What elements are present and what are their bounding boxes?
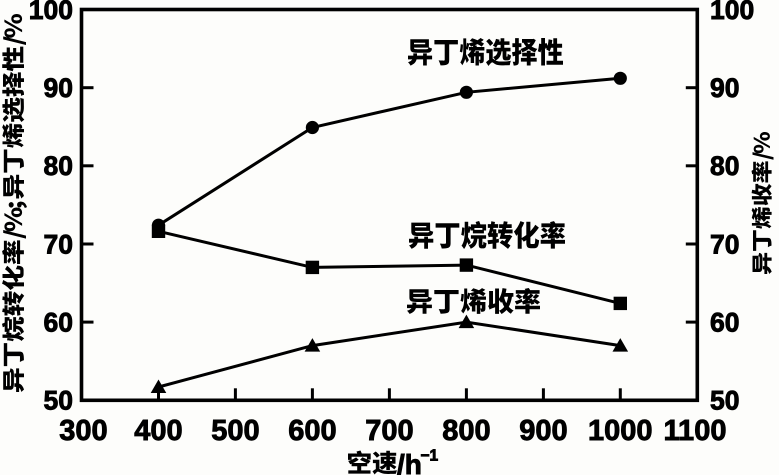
svg-text:100: 100 [29, 0, 73, 25]
svg-text:60: 60 [710, 307, 739, 337]
svg-text:500: 500 [211, 415, 259, 447]
svg-text:900: 900 [519, 415, 567, 447]
svg-text:90: 90 [710, 73, 739, 103]
svg-text:300: 300 [59, 415, 107, 447]
svg-text:70: 70 [44, 229, 73, 259]
svg-text:700: 700 [365, 415, 413, 447]
svg-text:50: 50 [44, 386, 73, 416]
svg-text:50: 50 [710, 386, 739, 416]
svg-text:−1: −1 [421, 448, 439, 465]
svg-text:60: 60 [44, 307, 73, 337]
svg-text:/h: /h [397, 449, 422, 475]
svg-text:70: 70 [710, 229, 739, 259]
svg-text:800: 800 [442, 415, 490, 447]
svg-text:400: 400 [134, 415, 182, 447]
svg-text:1000: 1000 [588, 415, 653, 447]
svg-text:1100: 1100 [664, 415, 727, 447]
svg-text:80: 80 [44, 151, 73, 181]
svg-text:90: 90 [44, 73, 73, 103]
svg-text:600: 600 [288, 415, 336, 447]
svg-text:80: 80 [710, 151, 739, 181]
svg-text:100: 100 [710, 0, 754, 25]
